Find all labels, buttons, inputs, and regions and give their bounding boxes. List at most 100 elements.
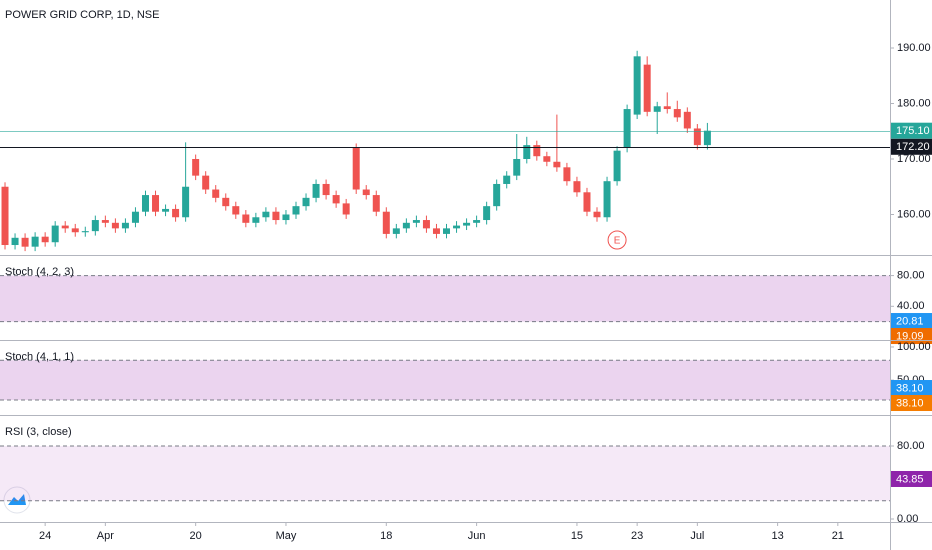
last-value-box <box>891 313 932 330</box>
candle-body <box>533 145 541 157</box>
y-tick-label: 80.00 <box>897 269 925 281</box>
candle-body <box>573 181 581 193</box>
y-tick-label: 160.00 <box>897 208 931 220</box>
candle-body <box>513 158 521 176</box>
candle-body <box>683 111 691 129</box>
candle-body <box>583 192 591 212</box>
band-fill <box>0 360 890 401</box>
last-value-box <box>891 380 932 397</box>
earnings-marker <box>607 230 627 250</box>
y-tick-label: 0.00 <box>897 513 918 525</box>
price-line-label: 172.20 <box>896 141 930 153</box>
candle-body <box>483 206 491 221</box>
candle-body <box>563 167 571 182</box>
candle-body <box>342 203 350 215</box>
candle-body <box>252 217 260 223</box>
logo[interactable] <box>3 486 31 514</box>
candle-body <box>653 106 661 112</box>
candle-body <box>352 147 360 190</box>
x-tick-label: 20 <box>190 530 202 542</box>
candle-body <box>71 228 79 233</box>
candle-body <box>633 56 641 115</box>
candle-body <box>31 236 39 247</box>
candle-body <box>91 220 99 232</box>
candle-body <box>302 197 310 207</box>
x-tick-label: 24 <box>39 530 51 542</box>
candle-body <box>613 150 621 182</box>
candle-body <box>222 197 230 207</box>
candle-body <box>543 156 551 162</box>
price-line-label: 175.10 <box>896 125 930 137</box>
candle-body <box>292 206 300 215</box>
candle-body <box>81 231 89 233</box>
candle-body <box>141 195 149 212</box>
candle-body <box>493 183 501 207</box>
candle-body <box>322 183 330 196</box>
candle-body <box>11 237 19 246</box>
candle-body <box>523 145 531 159</box>
candle-body <box>101 220 109 223</box>
plot-area <box>1 50 711 252</box>
pane-title: POWER GRID CORP, 1D, NSE <box>5 9 159 21</box>
candle-body <box>131 211 139 223</box>
candle-body <box>232 206 240 215</box>
last-value-label: 19.09 <box>896 330 924 342</box>
y-tick-label: 190.00 <box>897 42 931 54</box>
candle-body <box>432 228 440 234</box>
pane-title: Stoch (4, 1, 1) <box>5 351 74 363</box>
candle-body <box>392 228 400 234</box>
y-tick-label: 170.00 <box>897 153 931 165</box>
candle-body <box>402 222 410 229</box>
candle-body <box>61 225 69 229</box>
candle-body <box>643 64 651 112</box>
candle-body <box>473 220 481 223</box>
x-tick-label: 23 <box>631 530 643 542</box>
band-fill <box>0 275 890 322</box>
price-line-box <box>891 138 932 155</box>
last-value-box <box>891 470 932 487</box>
x-tick-label: Jun <box>468 530 486 542</box>
candle-body <box>362 189 370 196</box>
candle-body <box>172 208 180 218</box>
candle-body <box>703 130 711 146</box>
candle-body <box>412 220 420 223</box>
candle-body <box>152 195 160 212</box>
last-value-label: 38.10 <box>896 397 924 409</box>
x-tick-label: 18 <box>380 530 392 542</box>
candle-body <box>272 211 280 221</box>
x-tick-label: 13 <box>771 530 783 542</box>
candle-body <box>182 186 190 218</box>
candle-body <box>332 195 340 204</box>
candle-body <box>111 222 119 229</box>
candle-body <box>21 237 29 247</box>
candle-body <box>121 222 129 229</box>
candle-body <box>312 183 320 198</box>
candle-body <box>503 175 511 184</box>
last-value-box <box>891 395 932 412</box>
last-value-label: 43.85 <box>896 473 924 485</box>
candle-body <box>192 158 200 176</box>
x-tick-label: May <box>276 530 297 542</box>
candle-body <box>663 106 671 110</box>
pane-title: Stoch (4, 2, 3) <box>5 266 74 278</box>
candle-body <box>463 222 471 226</box>
logo-icon[interactable] <box>8 494 26 505</box>
pane-title: RSI (3, close) <box>5 426 72 438</box>
candle-body <box>262 211 270 218</box>
band-fill <box>0 446 890 501</box>
candle-body <box>593 211 601 218</box>
x-tick-label: 15 <box>571 530 583 542</box>
candle-body <box>382 211 390 234</box>
candle-body <box>212 189 220 198</box>
y-tick-label: 80.00 <box>897 440 925 452</box>
price-line-box <box>891 122 932 139</box>
earnings-label: E <box>614 236 621 247</box>
candle-body <box>553 161 561 168</box>
x-tick-label: Apr <box>97 530 114 542</box>
candle-body <box>673 109 681 118</box>
candle-body <box>372 195 380 212</box>
x-tick-label: Jul <box>690 530 704 542</box>
candle-body <box>162 208 170 212</box>
candle-body <box>51 225 59 243</box>
